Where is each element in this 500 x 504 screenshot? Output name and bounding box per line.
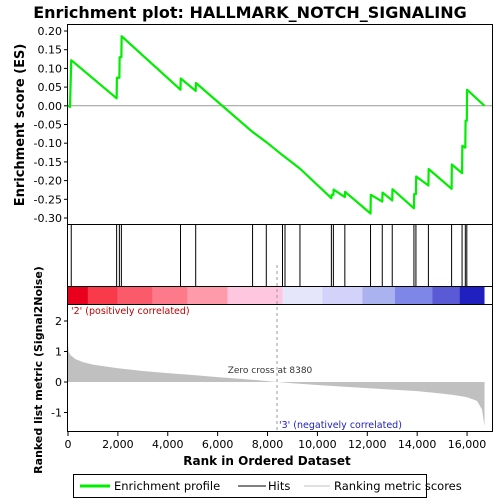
rank-y-tick-label: 1	[55, 346, 62, 359]
colorbar-segment	[282, 287, 323, 304]
x-tick-label: 10,000	[298, 438, 337, 451]
rank-y-tick-label: -1	[51, 407, 62, 420]
x-tick-label: 6,000	[202, 438, 234, 451]
colorbar-segment	[68, 287, 88, 304]
colorbar-segment	[394, 287, 433, 304]
ranking-colorbar	[68, 287, 485, 304]
es-y-tick-label: -0.05	[34, 119, 62, 132]
x-tick-label: 0	[65, 438, 72, 451]
chart-title: Enrichment plot: HALLMARK_NOTCH_SIGNALIN…	[33, 3, 467, 22]
colorbar-segment	[227, 287, 283, 304]
colorbar-segment	[322, 287, 363, 304]
rank-y-axis-label: Ranked list metric (Signal2Noise)	[32, 266, 45, 474]
colorbar-segment	[362, 287, 395, 304]
x-axis-label: Rank in Ordered Dataset	[183, 454, 351, 468]
es-y-tick-label: -0.25	[34, 193, 62, 206]
legend-enrichment-label: Enrichment profile	[114, 479, 220, 493]
x-axis: 0 2,000 4,000 6,000 8,000 10,000 12,000 14,000 1…	[65, 432, 487, 451]
rank-panel-frame	[67, 304, 493, 432]
ranking-metric-fill	[68, 343, 485, 427]
ranking-metric-area	[68, 343, 485, 427]
es-y-tick-label: -0.20	[34, 175, 62, 188]
x-tick-label: 8,000	[252, 438, 284, 451]
x-tick-label: 4,000	[152, 438, 184, 451]
colorbar-segment	[459, 287, 485, 304]
es-y-tick-label: 0.20	[38, 25, 63, 38]
positive-correlation-label: '2' (positively correlated)	[71, 306, 190, 317]
es-y-tick-label: 0.15	[38, 44, 63, 57]
rank-y-tick-label: 0	[55, 376, 62, 389]
legend: Enrichment profile Hits Ranking metric s…	[73, 474, 462, 498]
zero-cross-label: Zero cross at 8380	[228, 366, 313, 376]
es-series	[67, 35, 486, 215]
x-tick-label: 2,000	[102, 438, 134, 451]
colorbar-segment	[117, 287, 153, 304]
x-tick-label: 12,000	[348, 438, 387, 451]
es-y-axis: 0.20 0.15 0.10 0.05 0.00 -0.05 -0.10 -0.15 -0.20…	[34, 25, 68, 225]
es-y-tick-label: 0.10	[38, 62, 63, 75]
hits-track	[70, 225, 468, 286]
colorbar-segment	[152, 287, 188, 304]
enrichment-profile-line	[67, 35, 486, 215]
negative-correlation-label: '3' (negatively correlated)	[279, 420, 402, 431]
es-y-tick-label: 0.05	[38, 81, 63, 94]
legend-ranking-label: Ranking metric scores	[334, 479, 462, 493]
colorbar-segment	[87, 287, 118, 304]
es-y-tick-label: -0.15	[34, 156, 62, 169]
colorbar-segment	[187, 287, 228, 304]
x-tick-label: 14,000	[398, 438, 437, 451]
colorbar-segment	[432, 287, 460, 304]
es-y-axis-label: Enrichment score (ES)	[13, 44, 28, 207]
es-y-tick-label: -0.10	[34, 137, 62, 150]
es-y-tick-label: -0.30	[34, 212, 62, 225]
es-y-tick-label: 0.00	[38, 100, 63, 113]
rank-y-tick-label: 2	[55, 315, 62, 328]
rank-y-axis: 2 1 0 -1	[51, 315, 68, 420]
legend-hits-label: Hits	[268, 479, 290, 493]
x-tick-label: 16,000	[448, 438, 487, 451]
